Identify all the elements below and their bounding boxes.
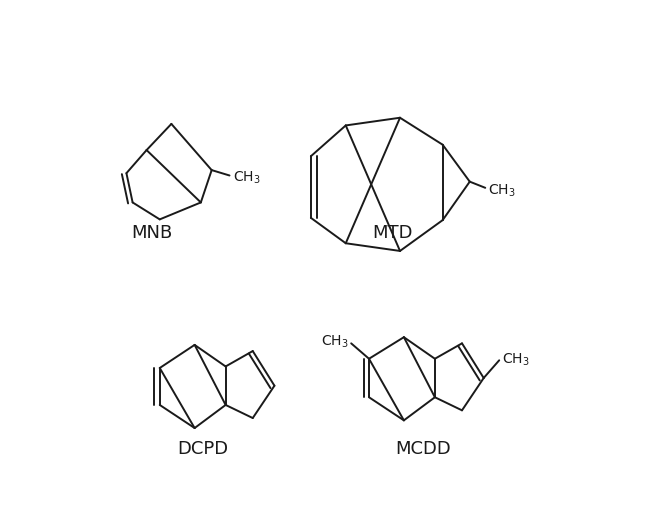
Text: MCDD: MCDD: [395, 440, 451, 458]
Text: MNB: MNB: [132, 225, 172, 242]
Text: DCPD: DCPD: [177, 440, 228, 458]
Text: CH$_3$: CH$_3$: [488, 182, 515, 199]
Text: MTD: MTD: [372, 225, 413, 242]
Text: CH$_3$: CH$_3$: [321, 334, 349, 350]
Text: CH$_3$: CH$_3$: [234, 170, 261, 186]
Text: CH$_3$: CH$_3$: [501, 351, 529, 368]
